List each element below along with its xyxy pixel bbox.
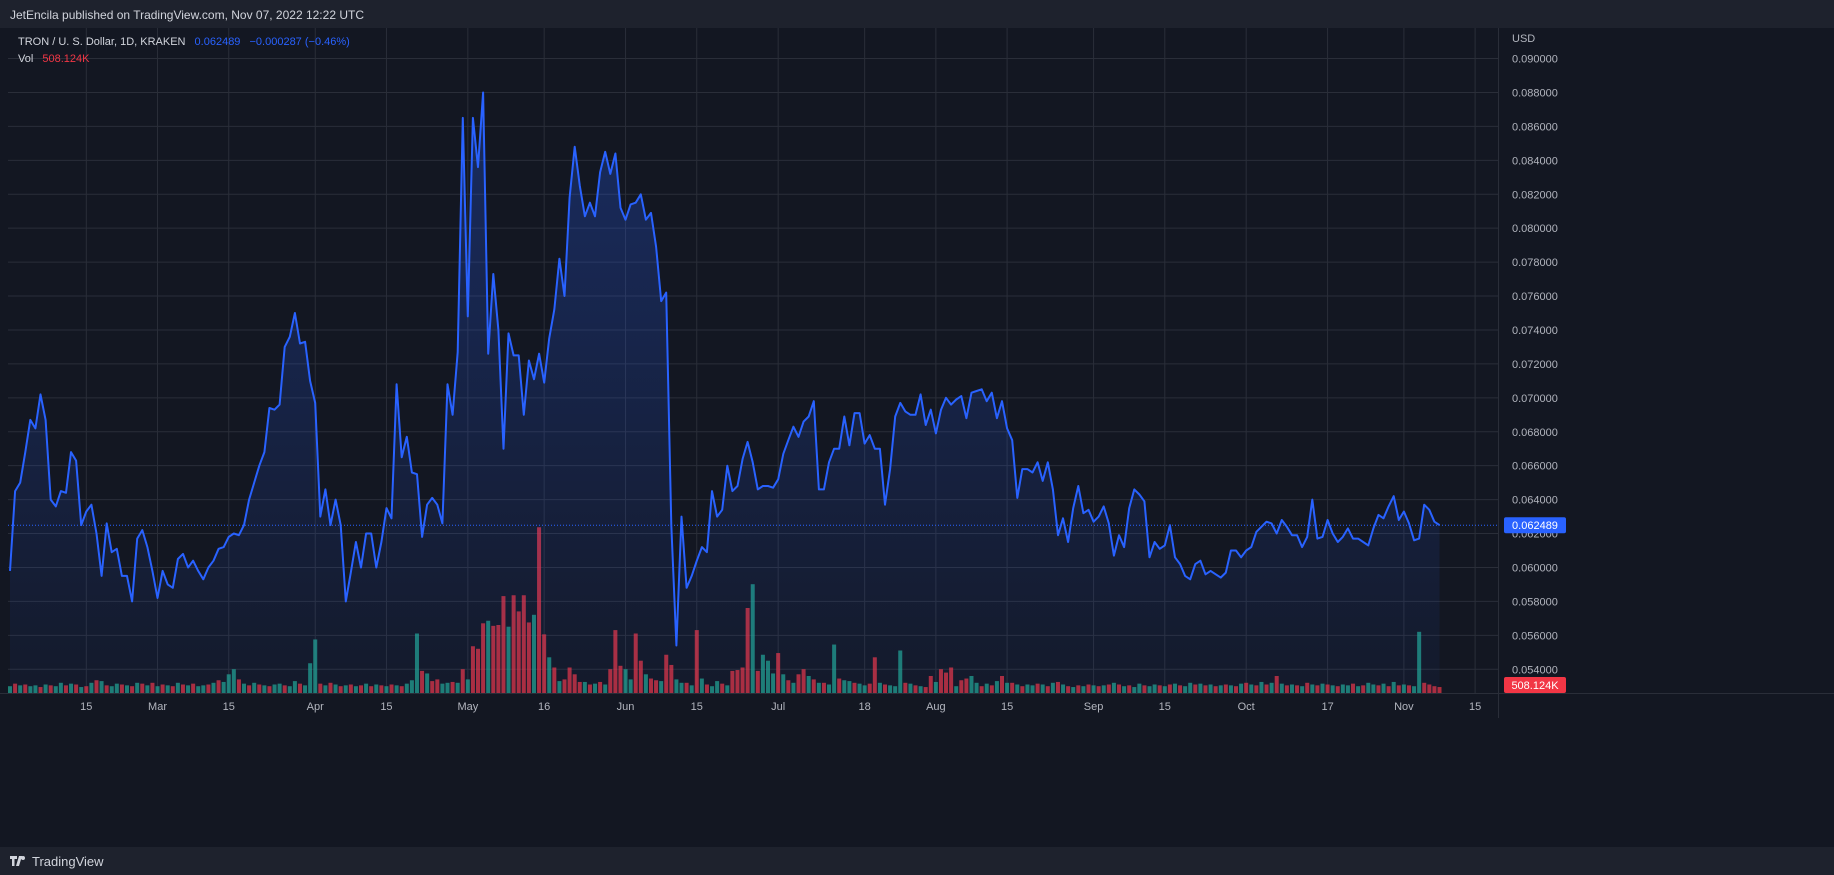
x-tick-label: Jun	[617, 701, 635, 713]
x-tick-label: May	[457, 701, 478, 713]
y-tick-label: 0.078000	[1512, 257, 1558, 269]
last-volume-badge	[1504, 677, 1566, 693]
currency-label: USD	[1512, 33, 1535, 45]
last-price-badge	[1504, 517, 1566, 534]
price-area	[10, 92, 1440, 693]
y-tick-label: 0.058000	[1512, 596, 1558, 608]
chart-area[interactable]: 0.054000 0.056000 0.058000 0.060000 0.062000…	[0, 28, 1834, 847]
footer-bar	[0, 847, 1834, 875]
last-price-label: 0.062489	[1512, 520, 1558, 532]
y-tick-label: 0.070000	[1512, 393, 1558, 405]
y-tick-label: 0.084000	[1512, 155, 1558, 167]
publisher-bar: JetEncila published on TradingView.com, …	[0, 0, 1834, 28]
legend-change: −0.000287 (−0.46%)	[249, 36, 350, 48]
y-tick-label: 0.060000	[1512, 562, 1558, 574]
x-tick-label: 17	[1321, 701, 1333, 713]
price-line	[9, 91, 1441, 647]
x-tick-label: Mar	[148, 701, 167, 713]
y-tick-label: 0.080000	[1512, 223, 1558, 235]
y-tick-label: 0.082000	[1512, 189, 1558, 201]
legend-symbol: TRON / U. S. Dollar, 1D, KRAKEN	[18, 36, 186, 48]
y-tick-label: 0.054000	[1512, 664, 1558, 676]
x-tick-label: Nov	[1394, 701, 1414, 713]
y-tick-label: 0.068000	[1512, 427, 1558, 439]
x-tick-label: Aug	[926, 701, 946, 713]
legend-row-volume: Vol 508.124K	[18, 51, 350, 68]
publisher-text: JetEncila published on TradingView.com, …	[10, 8, 364, 22]
x-tick-label: 15	[80, 701, 92, 713]
legend-price: 0.062489	[194, 36, 241, 48]
tradingview-logo[interactable]: TradingView	[10, 849, 104, 873]
tradingview-logo-icon	[10, 856, 25, 866]
x-tick-label: 16	[538, 701, 550, 713]
x-tick-label: 15	[691, 701, 703, 713]
x-tick-label: 15	[380, 701, 392, 713]
y-tick-label: 0.088000	[1512, 87, 1558, 99]
legend-vol-label: Vol	[18, 53, 34, 65]
x-tick-label: Jul	[771, 701, 785, 713]
x-tick-label: 18	[859, 701, 871, 713]
tradingview-brand: TradingView	[32, 853, 104, 869]
y-tick-label: 0.086000	[1512, 121, 1558, 133]
y-tick-label: 0.066000	[1512, 461, 1558, 473]
x-tick-label: Sep	[1084, 701, 1104, 713]
legend-row-price: TRON / U. S. Dollar, 1D, KRAKEN 0.062489…	[18, 34, 350, 51]
price-chart[interactable]: 0.0540000.0560000.0580000.0600000.062000…	[0, 28, 1834, 847]
last-volume-label: 508.124K	[1511, 680, 1559, 692]
x-tick-label: 15	[1159, 701, 1171, 713]
x-tick-label: 15	[1001, 701, 1013, 713]
y-tick-label: 0.072000	[1512, 359, 1558, 371]
legend-vol-value: 508.124K	[42, 53, 90, 65]
x-tick-label: Oct	[1238, 701, 1255, 713]
y-tick-label: 0.090000	[1512, 54, 1558, 66]
y-tick-label: 0.074000	[1512, 325, 1558, 337]
y-tick-label: 0.076000	[1512, 291, 1558, 303]
y-tick-label: 0.056000	[1512, 630, 1558, 642]
x-tick-label: 15	[1469, 701, 1481, 713]
x-tick-label: 15	[223, 701, 235, 713]
chart-legend: TRON / U. S. Dollar, 1D, KRAKEN 0.062489…	[18, 34, 350, 68]
x-tick-label: Apr	[307, 701, 324, 713]
y-tick-label: 0.064000	[1512, 495, 1558, 507]
